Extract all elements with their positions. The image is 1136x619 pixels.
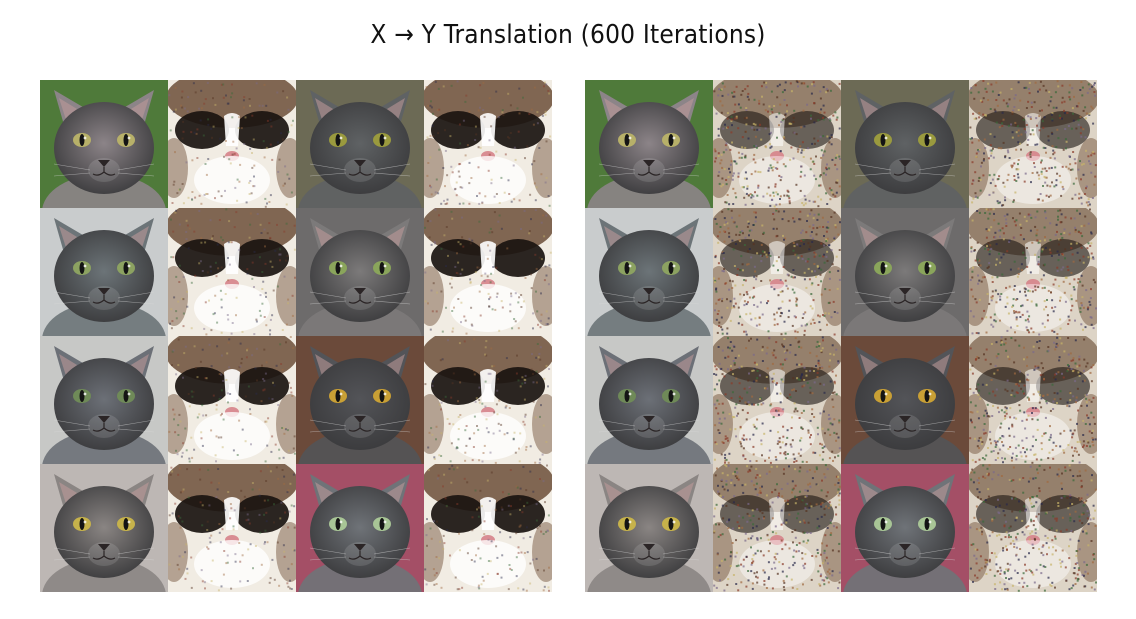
generated-cat-photo <box>969 208 1097 336</box>
generated-cat-photo <box>424 80 552 208</box>
generated-cat-photo <box>424 336 552 464</box>
translated-cat-image <box>168 336 296 464</box>
translated-cat-image <box>713 208 841 336</box>
cat-photo <box>40 336 168 464</box>
source-cat-image <box>841 464 969 592</box>
cat-photo <box>841 336 969 464</box>
generated-cat-photo <box>168 464 296 592</box>
translated-cat-image <box>969 80 1097 208</box>
figure-title: X → Y Translation (600 Iterations) <box>370 20 766 50</box>
cat-photo <box>585 336 713 464</box>
translated-cat-image <box>424 464 552 592</box>
source-cat-image <box>296 464 424 592</box>
translated-cat-image <box>969 208 1097 336</box>
left-image-grid <box>40 80 552 592</box>
generated-cat-photo <box>168 336 296 464</box>
source-cat-image <box>841 80 969 208</box>
source-cat-image <box>40 336 168 464</box>
translated-cat-image <box>168 80 296 208</box>
source-cat-image <box>841 208 969 336</box>
cat-photo <box>40 464 168 592</box>
generated-cat-photo <box>969 80 1097 208</box>
translated-cat-image <box>713 336 841 464</box>
generated-cat-photo <box>168 80 296 208</box>
translated-cat-image <box>424 208 552 336</box>
translated-cat-image <box>713 80 841 208</box>
generated-cat-photo <box>969 464 1097 592</box>
source-cat-image <box>40 208 168 336</box>
translated-cat-image <box>424 80 552 208</box>
source-cat-image <box>296 208 424 336</box>
generated-cat-photo <box>713 464 841 592</box>
source-cat-image <box>841 336 969 464</box>
source-cat-image <box>585 208 713 336</box>
translated-cat-image <box>424 336 552 464</box>
cat-photo <box>841 80 969 208</box>
translated-cat-image <box>713 464 841 592</box>
generated-cat-photo <box>713 336 841 464</box>
source-cat-image <box>585 80 713 208</box>
generated-cat-photo <box>713 80 841 208</box>
generated-cat-photo <box>168 208 296 336</box>
cat-photo <box>585 208 713 336</box>
source-cat-image <box>585 336 713 464</box>
generated-cat-photo <box>713 208 841 336</box>
cat-photo <box>585 80 713 208</box>
source-cat-image <box>296 80 424 208</box>
translated-cat-image <box>168 464 296 592</box>
generated-cat-photo <box>424 464 552 592</box>
generated-cat-photo <box>424 208 552 336</box>
cat-photo <box>40 80 168 208</box>
translated-cat-image <box>969 464 1097 592</box>
translated-cat-image <box>168 208 296 336</box>
cat-photo <box>296 464 424 592</box>
cat-photo <box>585 464 713 592</box>
cat-photo <box>40 208 168 336</box>
cat-photo <box>841 464 969 592</box>
source-cat-image <box>40 464 168 592</box>
cat-photo <box>841 208 969 336</box>
cat-photo <box>296 208 424 336</box>
cat-photo <box>296 336 424 464</box>
source-cat-image <box>40 80 168 208</box>
right-image-grid <box>585 80 1097 592</box>
source-cat-image <box>296 336 424 464</box>
source-cat-image <box>585 464 713 592</box>
generated-cat-photo <box>969 336 1097 464</box>
translated-cat-image <box>969 336 1097 464</box>
cat-photo <box>296 80 424 208</box>
